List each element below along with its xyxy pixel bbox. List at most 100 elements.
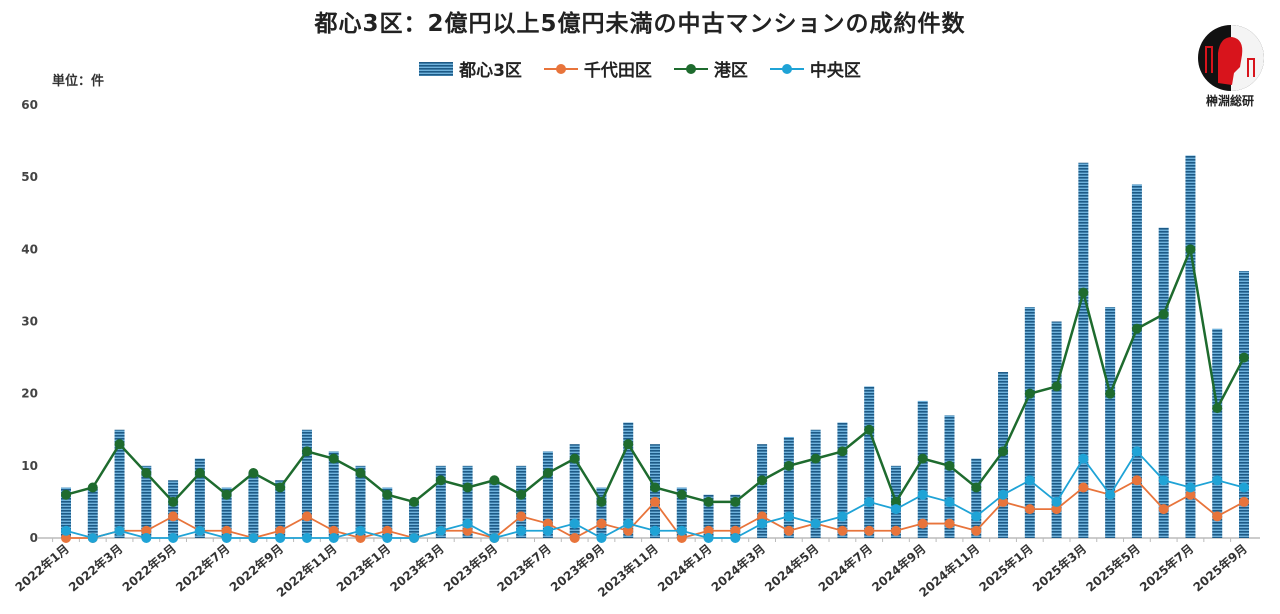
point-chuo	[87, 533, 98, 543]
point-minato	[275, 482, 286, 493]
x-tick-label: 2023年3月	[387, 541, 447, 595]
point-minato	[1051, 381, 1062, 392]
bar-total	[301, 429, 312, 538]
bar-total	[435, 465, 446, 538]
point-chuo	[409, 533, 420, 543]
x-tick-label: 2024年7月	[815, 541, 875, 595]
point-minato	[141, 468, 152, 479]
point-chuo	[730, 533, 741, 543]
point-chiyoda	[998, 496, 1009, 507]
bar-total	[837, 422, 848, 538]
chart-title: 都心3区：2億円以上5億円未満の中古マンションの成約件数	[314, 11, 966, 37]
point-minato	[409, 496, 420, 507]
point-chiyoda	[730, 525, 741, 536]
point-minato	[890, 496, 901, 507]
point-minato	[355, 468, 366, 479]
point-chuo	[650, 525, 660, 536]
point-minato	[61, 489, 71, 500]
point-minato	[596, 496, 607, 507]
point-chuo	[757, 518, 768, 529]
point-chuo	[783, 511, 794, 522]
bar-total	[87, 487, 98, 538]
point-chuo	[462, 518, 473, 529]
point-chiyoda	[1131, 475, 1142, 486]
point-minato	[328, 453, 339, 464]
bar-total	[1212, 328, 1223, 538]
point-minato	[569, 453, 580, 464]
legend-label: 千代田区	[583, 61, 652, 81]
y-tick-label: 10	[21, 459, 38, 473]
point-chiyoda	[1239, 496, 1249, 507]
point-minato	[998, 446, 1009, 457]
bar-total	[462, 465, 473, 538]
point-chuo	[596, 533, 607, 543]
bar-total	[1051, 321, 1062, 538]
point-chiyoda	[944, 518, 955, 529]
logo-text: 榊淵総研	[1205, 94, 1254, 108]
point-chuo	[890, 504, 901, 515]
x-tick-label: 2023年1月	[333, 541, 393, 595]
bar-total	[944, 415, 955, 538]
point-chuo	[194, 525, 205, 536]
point-chuo	[944, 496, 955, 507]
bar-total	[409, 501, 420, 538]
x-tick-label: 2022年7月	[173, 541, 233, 595]
point-chiyoda	[971, 525, 982, 536]
bar-total	[248, 473, 259, 538]
point-minato	[864, 424, 875, 435]
point-chiyoda	[301, 511, 312, 522]
legend-item-minato: 港区	[673, 56, 748, 81]
point-chiyoda	[837, 525, 848, 536]
legend-bar-swatch	[419, 61, 454, 76]
x-tick-label: 2023年7月	[494, 541, 554, 595]
point-minato	[1185, 244, 1196, 255]
bar-total	[1158, 227, 1169, 538]
bar-total	[676, 487, 687, 538]
bar-total	[542, 451, 553, 538]
point-chuo	[382, 533, 393, 543]
bar-total	[489, 480, 500, 538]
point-chuo	[141, 533, 152, 543]
bar-total	[730, 494, 741, 538]
y-tick-label: 60	[21, 98, 38, 112]
point-chiyoda	[516, 511, 527, 522]
point-minato	[168, 496, 179, 507]
bar-total	[971, 458, 982, 538]
logo-emblem	[1198, 25, 1264, 91]
bar-total	[516, 465, 527, 538]
x-tick-label: 2023年5月	[440, 541, 500, 595]
point-chiyoda	[1024, 504, 1035, 515]
point-chiyoda	[569, 533, 580, 543]
point-minato	[1078, 287, 1089, 298]
bar-total	[168, 480, 179, 538]
y-tick-label: 50	[21, 170, 38, 184]
point-chiyoda	[1212, 511, 1223, 522]
x-tick-label: 2022年5月	[119, 541, 179, 595]
point-minato	[810, 453, 821, 464]
legend-line-swatch	[673, 63, 708, 74]
point-minato	[435, 475, 446, 486]
point-chuo	[971, 511, 982, 522]
point-chuo	[864, 496, 875, 507]
x-tick-label: 2024年5月	[762, 541, 822, 595]
point-minato	[1158, 309, 1169, 320]
point-chuo	[998, 489, 1009, 500]
point-minato	[971, 482, 982, 493]
y-tick-label: 20	[21, 387, 38, 401]
x-tick-label: 2022年1月	[12, 541, 72, 595]
x-tick-label: 2025年1月	[976, 541, 1036, 595]
point-chiyoda	[623, 525, 634, 536]
bar-total	[114, 429, 125, 538]
x-tick-label: 2024年1月	[654, 541, 714, 595]
point-minato	[1105, 388, 1116, 399]
point-chiyoda	[703, 525, 714, 536]
point-chuo	[275, 533, 286, 543]
legend-item-total: 都心3区	[419, 56, 522, 81]
point-chuo	[1024, 475, 1035, 486]
point-chuo	[917, 489, 928, 500]
bar-total	[1105, 307, 1116, 538]
point-chuo	[435, 525, 446, 536]
point-minato	[194, 468, 205, 479]
point-chiyoda	[650, 496, 660, 507]
legend-label: 港区	[713, 61, 748, 81]
